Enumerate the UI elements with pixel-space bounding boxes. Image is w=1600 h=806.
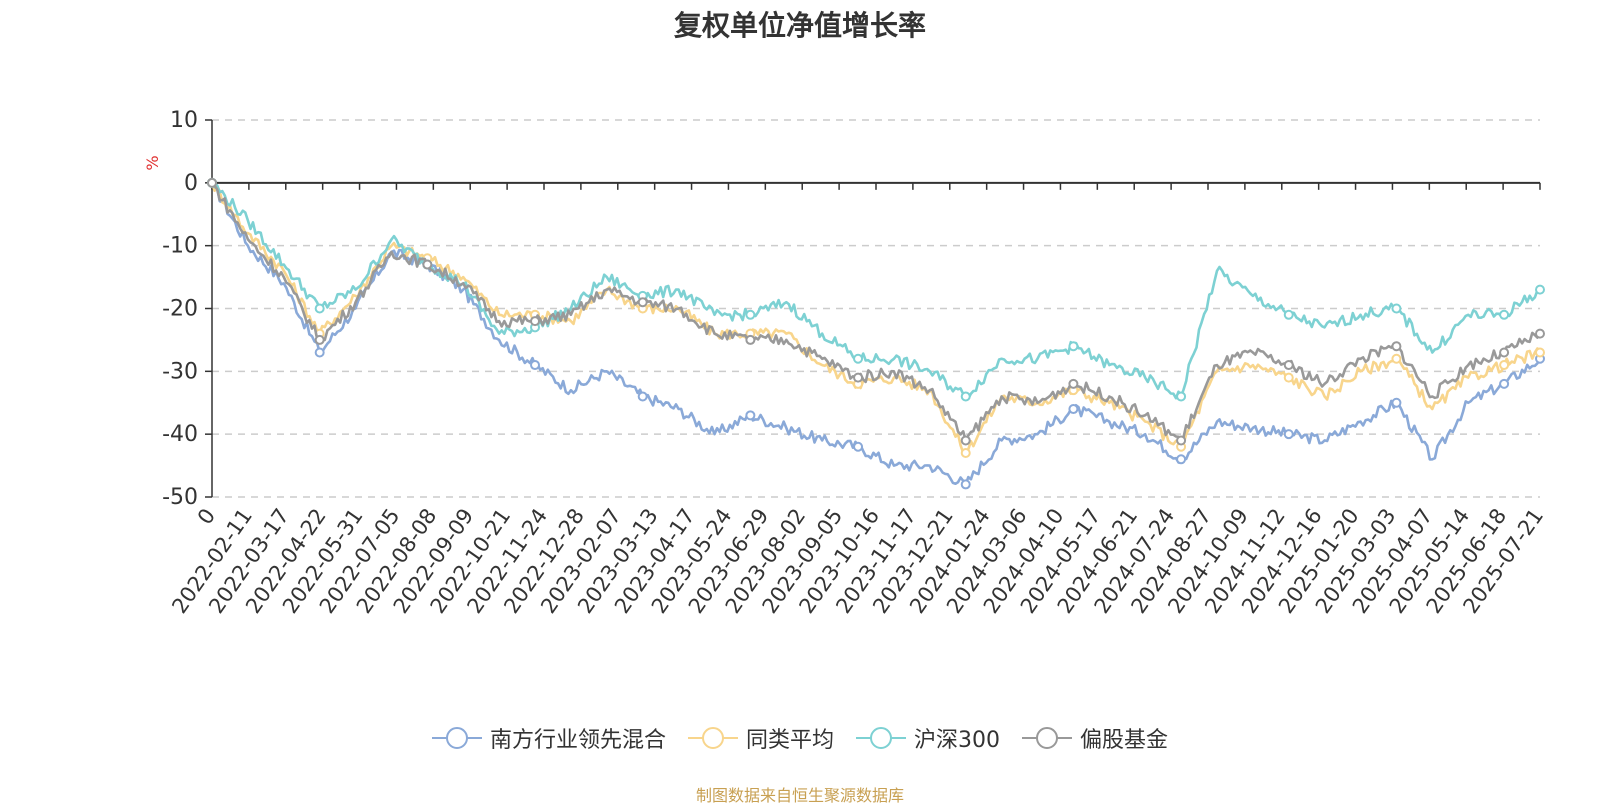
series-point (1176, 435, 1187, 446)
series-point (1391, 397, 1402, 408)
legend-item[interactable]: 偏股基金 (1022, 722, 1168, 754)
series-point (530, 360, 541, 371)
tick-labels: 100-10-20-30-40-50%02022-02-112022-03-17… (143, 108, 1548, 618)
series-point (853, 441, 864, 452)
legend-swatch-icon (856, 726, 906, 750)
series-line (211, 181, 1542, 486)
series-point (853, 353, 864, 364)
series-point (745, 410, 756, 421)
series-point (960, 448, 971, 459)
legend-label: 同类平均 (745, 728, 834, 753)
y-tick-label: -30 (162, 359, 198, 384)
series-point (960, 391, 971, 402)
y-tick-label: 0 (184, 171, 198, 196)
legend-swatch-icon (431, 726, 482, 750)
y-tick-label: -20 (162, 297, 198, 322)
series-point (853, 372, 864, 383)
data-source-note: 制图数据来自恒生聚源数据库 (695, 786, 904, 805)
series-lines (207, 177, 1545, 490)
legend-item[interactable]: 南方行业领先混合 (431, 722, 666, 754)
grid-lines (212, 119, 1540, 498)
legend-item[interactable]: 同类平均 (687, 722, 834, 754)
series-point (1535, 328, 1545, 339)
series-point (314, 334, 325, 345)
y-axis-label: % (143, 155, 162, 170)
series-point (745, 334, 756, 345)
legend-swatch-icon (687, 726, 738, 750)
series-point (530, 316, 541, 327)
series-point (1391, 303, 1402, 314)
y-tick-label: -10 (162, 234, 198, 259)
series-point (1499, 378, 1510, 389)
series-point (1283, 309, 1294, 320)
series-point (1283, 360, 1294, 371)
series-point (637, 297, 648, 308)
axes (205, 119, 1541, 498)
y-tick-label: -50 (162, 485, 198, 510)
legend-item[interactable]: 沪深300 (856, 722, 1000, 754)
y-tick-label: -40 (162, 422, 198, 447)
series-point (1535, 284, 1545, 295)
series-point (1283, 372, 1294, 383)
series-point (1068, 378, 1079, 389)
series-point (745, 309, 756, 320)
x-tick-label: 0 (193, 504, 220, 529)
series-point (1391, 353, 1402, 364)
series-point (1283, 429, 1294, 440)
series-point (1176, 454, 1187, 465)
series-point (207, 177, 217, 188)
y-tick-label: 10 (170, 108, 198, 133)
series-point (1535, 347, 1545, 358)
legend: 南方行业领先混合 同类平均 沪深300 偏股基金 (0, 722, 1600, 754)
series-point (960, 435, 971, 446)
series-point (1499, 360, 1510, 371)
series-point (1499, 309, 1510, 320)
series-point (314, 347, 325, 358)
series-line (211, 181, 1542, 442)
series-point (1068, 341, 1079, 352)
chart-title: 复权单位净值增长率 (673, 9, 926, 42)
series-point (1499, 347, 1510, 358)
series-point (1391, 341, 1402, 352)
legend-label: 沪深300 (914, 728, 1000, 753)
legend-label: 偏股基金 (1080, 728, 1169, 753)
series-point (1068, 404, 1079, 415)
legend-label: 南方行业领先混合 (489, 728, 666, 753)
series-line (210, 182, 1541, 401)
series-point (960, 479, 971, 490)
series-point (637, 391, 648, 402)
series-point (422, 259, 433, 270)
legend-swatch-icon (1022, 726, 1072, 750)
series-point (314, 303, 325, 314)
series-point (1176, 391, 1187, 402)
